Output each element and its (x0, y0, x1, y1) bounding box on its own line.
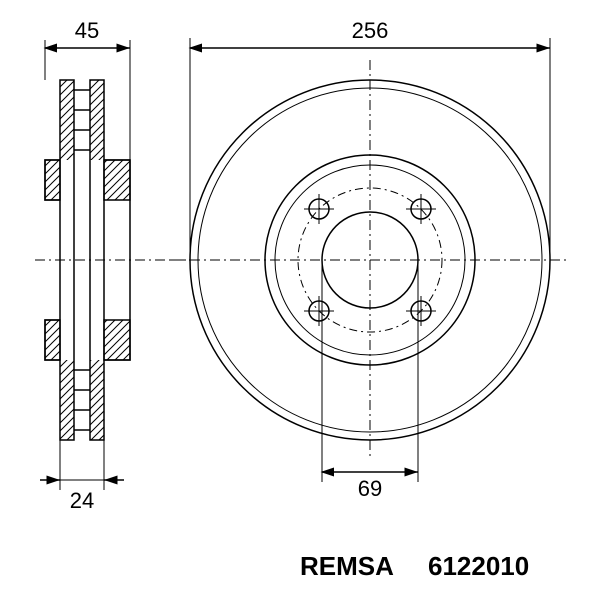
front-view: 256 69 (170, 18, 570, 501)
brake-disc-diagram: 45 24 (0, 0, 600, 600)
side-view: 45 24 (35, 18, 145, 513)
dim-side-inner: 24 (70, 488, 94, 513)
dim-outer-diameter: 256 (352, 18, 389, 43)
dim-hub-diameter: 69 (358, 476, 382, 501)
part-number: 6122010 (428, 551, 529, 582)
dim-side-overall: 45 (75, 18, 99, 43)
brand-name: REMSA (300, 551, 394, 582)
